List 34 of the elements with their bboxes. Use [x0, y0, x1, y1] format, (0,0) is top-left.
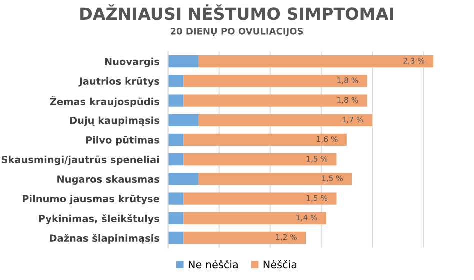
legend-label: Ne nėščia: [188, 260, 238, 269]
y-tick-label: Dujų kaupimąsis: [70, 116, 160, 126]
y-tick-label: Pykinimas, šleikštulys: [39, 214, 160, 224]
bar: [184, 94, 368, 107]
bar: [184, 134, 347, 146]
bar: [168, 232, 184, 244]
y-tick-label: Jautrios krūtys: [78, 78, 160, 87]
chart-title: DAŽNIAUSI NĖŠTUMO SIMPTOMAI: [80, 4, 394, 20]
bar: [168, 56, 199, 68]
bar: [168, 154, 184, 166]
y-tick-label: Pilnumo jausmas krūtyse: [22, 195, 160, 205]
bar: [168, 94, 184, 107]
bar: [184, 154, 337, 166]
bar: [168, 134, 184, 146]
y-tick-label: Nugaros skausmas: [58, 176, 160, 185]
y-tick-label: Dažnas šlapinimąsis: [50, 234, 160, 244]
bar: [168, 192, 184, 205]
bar: [198, 56, 434, 68]
bar: [168, 212, 184, 224]
bar: [184, 232, 306, 244]
bar: [168, 173, 199, 186]
bar: [168, 75, 184, 88]
legend-label: Nėščia: [264, 260, 297, 269]
y-tick-label: Nuovargis: [105, 58, 160, 68]
bar: [184, 192, 337, 205]
bar: [198, 173, 352, 186]
y-tick-label: Žemas kraujospūdis: [50, 96, 160, 108]
y-tick-label: Pilvo pūtimas: [86, 136, 160, 146]
y-tick-label: Skausmingi/jautrūs speneliai: [2, 156, 160, 166]
bar: [184, 212, 327, 224]
bar: [168, 114, 199, 126]
bar: [184, 75, 368, 88]
bar: [198, 114, 372, 126]
chart-subtitle: 20 DIENŲ PO OVULIACIJOS: [170, 28, 304, 36]
